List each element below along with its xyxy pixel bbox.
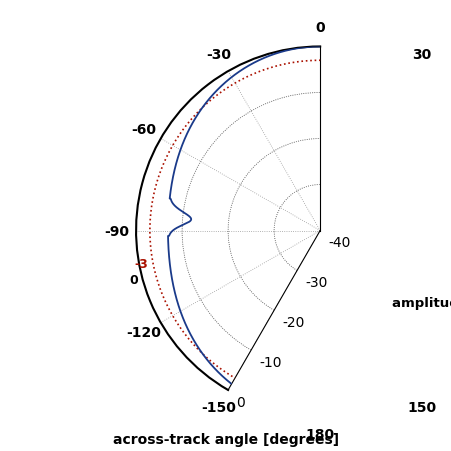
Text: across-track angle [degrees]: across-track angle [degrees] [113,433,338,446]
Text: amplitude [dB]: amplitude [dB] [391,296,451,309]
Text: 0: 0 [129,273,138,286]
Text: -3: -3 [134,257,148,270]
